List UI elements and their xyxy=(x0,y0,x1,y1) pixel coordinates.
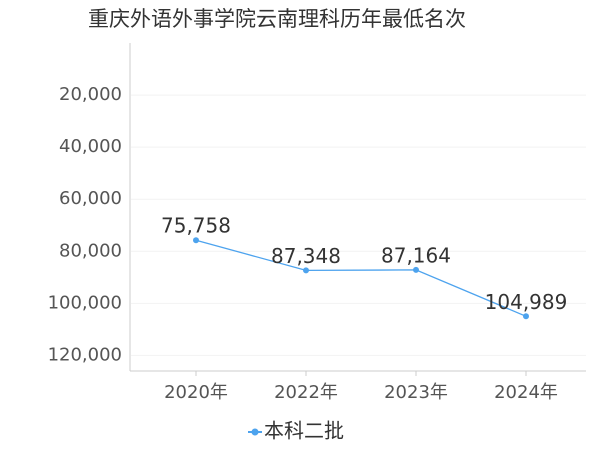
y-tick-label: 40,000 xyxy=(59,136,122,157)
y-tick-label: 20,000 xyxy=(59,84,122,105)
y-tick-label: 120,000 xyxy=(48,344,122,365)
x-tick-label: 2022年 xyxy=(274,382,338,403)
chart-title: 重庆外语外事学院云南理科历年最低名次 xyxy=(88,7,466,31)
x-tick-label: 2024年 xyxy=(494,382,558,403)
point xyxy=(413,266,419,273)
point xyxy=(193,237,199,244)
point xyxy=(523,313,529,320)
point xyxy=(303,267,309,274)
x-tick-label: 2020年 xyxy=(164,382,228,403)
data-label: 87,348 xyxy=(271,244,341,268)
y-tick-label: 80,000 xyxy=(59,240,122,261)
x-tick-label: 2023年 xyxy=(384,382,448,403)
legend-label: 本科二批 xyxy=(264,419,344,443)
series-line xyxy=(195,239,527,317)
data-label: 75,758 xyxy=(161,214,231,238)
data-label: 104,989 xyxy=(485,290,568,314)
data-label: 87,164 xyxy=(381,243,451,267)
legend-marker xyxy=(251,428,259,436)
y-tick-label: 60,000 xyxy=(59,188,122,209)
y-tick-label: 100,000 xyxy=(48,292,122,313)
